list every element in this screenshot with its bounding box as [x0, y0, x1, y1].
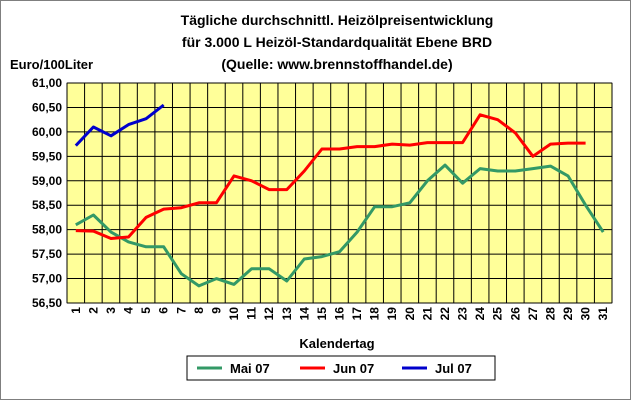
x-tick-label: 1 — [69, 307, 83, 314]
chart-title-line-1: Tägliche durchschnittl. Heizölpreisentwi… — [181, 12, 494, 28]
chart-title-line-2: für 3.000 L Heizöl-Standardqualität Eben… — [182, 34, 492, 50]
y-tick-label: 57,50 — [32, 247, 62, 261]
x-tick-label: 19 — [385, 307, 399, 321]
x-tick-label: 13 — [280, 307, 294, 321]
x-tick-label: 20 — [403, 307, 417, 321]
y-tick-label: 60,00 — [32, 125, 62, 139]
x-tick-label: 7 — [174, 307, 188, 314]
series-line-2 — [74, 103, 165, 147]
x-tick-label: 25 — [491, 307, 505, 321]
x-tick-label: 21 — [420, 307, 434, 321]
x-tick-label: 28 — [543, 307, 557, 321]
legend: Mai 07 Jun 07 Jul 07 — [186, 355, 496, 381]
x-tick-label: 12 — [262, 307, 276, 321]
y-axis-label: Euro/100Liter — [10, 57, 93, 72]
x-axis-label: Kalendertag — [299, 336, 374, 351]
x-tick-label: 30 — [579, 307, 593, 321]
series-line-1 — [75, 113, 586, 240]
x-tick-label: 10 — [227, 307, 241, 321]
legend-label-jun: Jun 07 — [333, 361, 374, 376]
x-tick-label: 31 — [596, 307, 610, 321]
x-tick-label: 5 — [139, 307, 153, 314]
x-tick-label: 11 — [245, 307, 259, 320]
y-tick-labels: 56,50 57,00 57,50 58,00 58,50 59,00 59,50 60,00… — [32, 76, 62, 310]
x-tick-labels: 1 2 3 4 5 6 7 8 9 10 11 12 13 14 15 16 17 18 19 20 21 22 23 24 2… — [69, 307, 610, 321]
y-tick-label: 58,00 — [32, 223, 62, 237]
x-tick-label: 22 — [438, 307, 452, 321]
grid-lines — [66, 82, 613, 304]
series-line-0 — [75, 163, 605, 288]
y-tick-label: 60,50 — [32, 100, 62, 114]
x-tick-label: 3 — [104, 307, 118, 314]
legend-box — [186, 355, 496, 381]
x-tick-label: 17 — [350, 307, 364, 321]
x-tick-label: 6 — [157, 307, 171, 314]
x-tick-label: 4 — [122, 307, 136, 314]
x-tick-label: 24 — [473, 307, 487, 321]
x-tick-label: 18 — [368, 307, 382, 321]
y-tick-label: 58,50 — [32, 198, 62, 212]
plot-area — [66, 82, 613, 304]
x-tick-label: 9 — [209, 307, 223, 314]
y-tick-label: 61,00 — [32, 76, 62, 90]
x-tick-label: 26 — [508, 307, 522, 321]
x-tick-label: 15 — [315, 307, 329, 321]
series-lines — [74, 103, 605, 288]
x-tick-label: 14 — [297, 307, 311, 321]
legend-label-mai: Mai 07 — [230, 361, 270, 376]
y-tick-label: 56,50 — [32, 296, 62, 310]
y-tick-label: 57,00 — [32, 272, 62, 286]
x-tick-label: 23 — [456, 307, 470, 321]
y-tick-label: 59,50 — [32, 149, 62, 163]
x-tick-label: 8 — [192, 307, 206, 314]
x-tick-label: 27 — [526, 307, 540, 321]
chart-title-line-3: (Quelle: www.brennstoffhandel.de) — [221, 56, 452, 72]
y-tick-label: 59,00 — [32, 174, 62, 188]
x-tick-label: 16 — [333, 307, 347, 321]
legend-label-jul: Jul 07 — [435, 361, 472, 376]
x-tick-label: 29 — [561, 307, 575, 321]
x-tick-label: 2 — [86, 307, 100, 314]
